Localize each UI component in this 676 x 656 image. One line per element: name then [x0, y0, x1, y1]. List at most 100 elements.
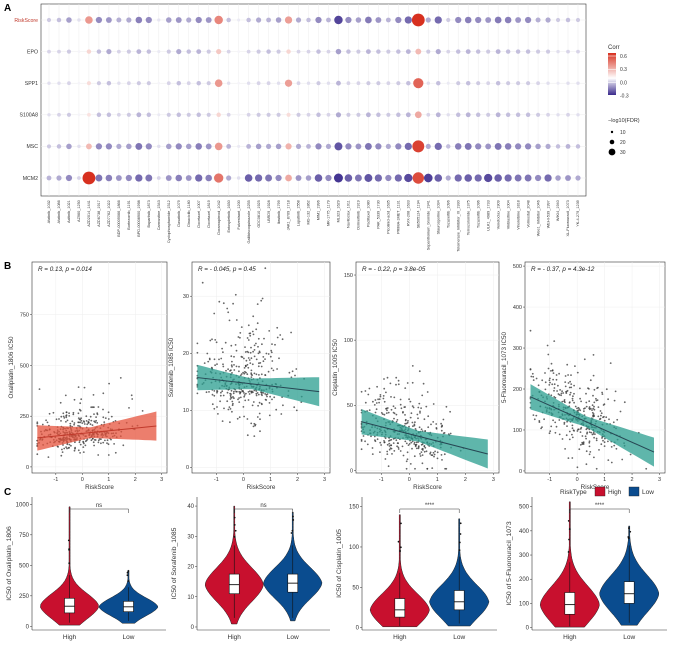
heatmap-dot	[157, 81, 161, 85]
scatter-point	[247, 324, 250, 327]
scatter-point	[552, 378, 554, 381]
scatter-point	[380, 444, 382, 446]
scatter-point	[247, 357, 250, 359]
heatmap-dot	[494, 142, 502, 150]
violin-body-high	[369, 514, 430, 628]
scatter-point	[601, 393, 604, 395]
box-iqr	[228, 573, 240, 595]
scatter-stat-annotation: R = - 0.045, p = 0.45	[198, 266, 256, 273]
box-iqr	[623, 581, 635, 604]
scatter-x-tick-label: 1	[603, 477, 606, 483]
scatter-point	[413, 423, 416, 426]
scatter-point	[600, 412, 603, 415]
scatter-point	[217, 413, 219, 415]
scatter-point	[386, 453, 389, 455]
scatter-point	[128, 407, 130, 409]
scatter-point	[94, 421, 97, 424]
heatmap-row-label: RiskScore	[14, 18, 38, 24]
scatter-point	[392, 442, 395, 444]
scatter-point	[410, 441, 413, 444]
scatter-point	[440, 454, 443, 456]
heatmap-dot	[326, 49, 331, 54]
heatmap-dot	[95, 174, 103, 182]
scatter-point	[276, 336, 279, 339]
scatter-point	[45, 419, 47, 422]
heatmap-column-label: JAK1_8709_1718	[287, 200, 291, 230]
scatter-point	[548, 379, 551, 382]
scatter-point	[393, 417, 395, 420]
scatter-point	[216, 391, 218, 394]
heatmap-column-label: Vinorelbine_1818	[516, 200, 520, 230]
scatter-point	[386, 376, 389, 379]
heatmap-dot	[396, 112, 401, 118]
scatter-point	[221, 390, 224, 393]
heatmap-dot	[506, 81, 511, 86]
heatmap-dot	[404, 173, 413, 183]
scatter-point	[553, 387, 556, 389]
scatter-point	[385, 412, 388, 414]
scatter-point	[408, 398, 410, 401]
heatmap-dot	[265, 174, 273, 182]
significance-label: ns	[260, 503, 266, 509]
heatmap-dot	[276, 81, 281, 85]
outlier-point	[458, 549, 461, 552]
scatter-point	[397, 446, 400, 449]
heatmap-row-label: MSC	[26, 144, 38, 150]
scatter-x-axis-title: RiskScore	[413, 484, 442, 491]
scatter-point	[247, 391, 250, 393]
scatter-point	[595, 397, 597, 400]
heatmap-dot	[216, 49, 222, 55]
scatter-point	[93, 444, 95, 447]
scatter-point	[268, 414, 271, 417]
legend-size-dot	[609, 139, 615, 145]
panel-a-dot-heatmap: A RiskScore EPO SPP1 S100A8 MSC MCM2 Afatinib_…	[4, 3, 640, 252]
scatter-point	[104, 439, 106, 442]
scatter-point	[401, 445, 404, 448]
scatter-point	[569, 380, 571, 383]
scatter-point	[390, 408, 393, 411]
heatmap-dot	[326, 112, 331, 117]
heatmap-dot	[266, 17, 271, 23]
scatter-point	[65, 420, 67, 423]
scatter-x-tick-label: 3	[160, 477, 163, 483]
heatmap-dot	[306, 112, 311, 117]
scatter-point	[589, 407, 592, 410]
outlier-point	[567, 519, 570, 522]
violin-y-axis-title: IC50 of Cisplatin_1005	[336, 529, 343, 598]
scatter-point	[106, 439, 109, 442]
scatter-stat-annotation: R = - 0.22, p = 3.8e-05	[362, 266, 426, 273]
scatter-point	[400, 407, 403, 410]
heatmap-dot	[316, 49, 321, 54]
heatmap-dot	[185, 175, 192, 181]
scatter-point	[533, 418, 536, 421]
scatter-point	[222, 365, 225, 368]
violin-plot-3: High Low 0 50 100 150 **** IC50 of Cisplatin_10…	[336, 497, 497, 641]
heatmap-dot	[465, 49, 471, 55]
scatter-x-tick-label: 1	[269, 477, 272, 483]
scatter-point	[62, 412, 65, 415]
scatter-x-tick-label: -1	[379, 477, 384, 483]
heatmap-column-label: Staurosporine_1034	[436, 200, 440, 234]
scatter-point	[433, 453, 436, 456]
scatter-point	[449, 410, 451, 413]
outlier-point	[233, 516, 236, 519]
scatter-point	[555, 374, 558, 376]
heatmap-dot	[166, 112, 171, 117]
heatmap-dot	[46, 175, 52, 181]
scatter-point	[592, 431, 595, 434]
heatmap-dot	[546, 81, 550, 85]
scatter-point	[229, 396, 232, 398]
scatter-point	[601, 391, 603, 394]
scatter-point	[371, 453, 374, 455]
scatter-point	[294, 374, 296, 377]
significance-bracket	[569, 508, 630, 513]
violin-y-tick-label: 0	[356, 626, 360, 632]
scatter-point	[83, 423, 86, 425]
scatter-point	[595, 439, 598, 442]
scatter-point	[441, 459, 443, 461]
scatter-point	[80, 417, 82, 420]
scatter-point	[262, 360, 265, 363]
legend-size-dot	[610, 130, 614, 134]
scatter-point	[259, 430, 261, 433]
heatmap-dot	[524, 143, 532, 150]
